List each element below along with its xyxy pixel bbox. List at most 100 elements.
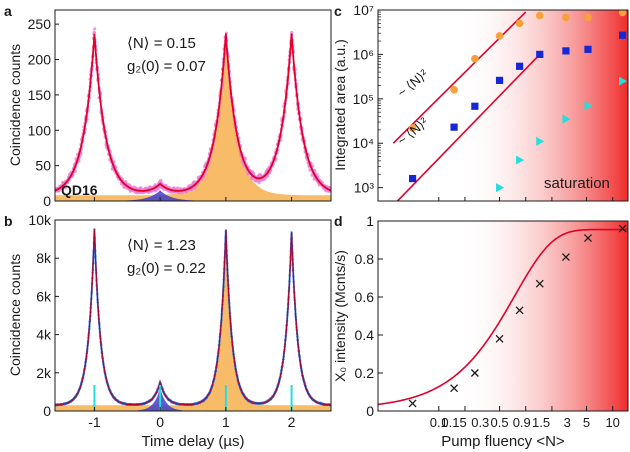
panel-a-data-point [290, 30, 294, 34]
panel-b-x-tick-label: -1 [88, 414, 101, 430]
y-axis-label-d: X₀ intensity (Mcnts/s) [332, 250, 348, 382]
panel-d-point [495, 334, 504, 343]
panel-a-y-tick-label: 250 [28, 16, 52, 32]
panel-a-y-tick-label: 50 [35, 158, 51, 174]
panel-a-data-point [193, 186, 197, 190]
y-axis-label-c: Integrated area (a.u.) [332, 39, 348, 171]
annotation-g2-a: g₂(0) = 0.07 [127, 58, 206, 75]
panel-c-point-blue [409, 174, 417, 183]
d-frame [377, 220, 629, 412]
annotation-saturation: saturation [544, 175, 610, 192]
panel-d-x-tick-label: 3 [564, 415, 571, 430]
panel-c-point-orange [535, 11, 544, 20]
panel-d-point [535, 279, 544, 288]
panel-a-y-tick-label: 0 [43, 193, 51, 209]
panel-c-point-blue [450, 123, 458, 131]
panel-c-point-cyan [584, 101, 593, 111]
panel-d-x-tick-label: 0.9 [513, 415, 531, 430]
panel-d-x-tick-label: 5 [583, 415, 590, 430]
panel-d-point [515, 306, 524, 315]
panel-c-point-blue [618, 31, 627, 39]
panel-d-x-tick-label: 1.5 [532, 415, 550, 430]
panel-c-point-orange [408, 124, 417, 132]
panel-c-point-orange [584, 13, 592, 22]
panel-a-y-tick-label: 200 [28, 52, 52, 68]
annotation-mean-photon-a: ⟨N⟩ = 0.15 [127, 35, 196, 52]
panel-d-point [618, 224, 627, 233]
panel-c-point-blue [536, 50, 544, 59]
panel-b-y-tick-label: 10k [28, 212, 52, 228]
panel-b-x-tick-label: 0 [156, 414, 164, 430]
panel-b-data [55, 228, 331, 411]
panel-d-fit-curve [378, 228, 628, 406]
panel-d-y-tick-label: 0.6 [355, 289, 375, 305]
panel-b-y-tick-label: 0 [43, 403, 51, 419]
panel-d-y-tick-label: 0.4 [355, 327, 375, 343]
panel-c-point-orange [495, 32, 504, 40]
panel-c-y-tick-label: 10⁵ [353, 91, 374, 107]
panel-a-data-point [93, 27, 97, 31]
panel-c-y-tick-label: 10⁷ [353, 2, 374, 18]
panel-c-point-cyan [496, 183, 505, 193]
annotation-fit1: ~ ⟨N⟩² [394, 66, 431, 100]
panel-a-data-point [139, 186, 143, 190]
panel-c-point-orange [562, 13, 570, 22]
panel-b-y-tick-label: 2k [36, 365, 52, 381]
panel-c-point-blue [495, 76, 504, 84]
panel-a-data-point [159, 178, 163, 182]
panel-d-point [470, 369, 479, 377]
panel-d-data [378, 224, 628, 408]
panel-a-data-point [63, 186, 68, 190]
panel-b-letter: b [4, 213, 13, 229]
panel-d-y-tick-label: 0.2 [355, 365, 375, 381]
panel-a-data-point [243, 156, 247, 161]
panel-c-point-blue [562, 47, 570, 55]
panel-a-y-tick-label: 100 [28, 122, 52, 138]
panel-d-point [408, 399, 417, 408]
annotation-qd-label: QD16 [61, 182, 98, 198]
panel-d-point [450, 384, 459, 393]
panel-c-point-cyan [562, 114, 571, 124]
x-axis-label-b: Time delay (µs) [141, 433, 244, 450]
panel-a-data-point [124, 180, 128, 184]
panel-c-point-cyan [619, 76, 628, 86]
panel-d-y-tick-label: 0.8 [355, 251, 375, 267]
panel-d-point [561, 253, 570, 262]
panel-a-data-point [154, 189, 158, 193]
panel-c-point-orange [515, 19, 524, 28]
panel-d-x-tick-label: 0.15 [441, 415, 466, 430]
panel-d-x-tick-label: 0.5 [491, 415, 509, 430]
panel-c-y-tick-label: 10³ [354, 180, 375, 196]
panel-a-y-tick-label: 150 [28, 87, 52, 103]
panel-a-data-point [156, 187, 160, 191]
panel-d-letter: d [334, 213, 343, 229]
panel-c-saturation-band [458, 10, 628, 201]
panel-c-point-orange [471, 54, 479, 63]
panel-d-saturation-band [458, 221, 628, 411]
panel-c-fit-line [396, 53, 541, 201]
panel-d-axes: 0 0.2 0.4 0.6 0.8 1 0.10.15 0.3 0.5 0.9 1.5 3 5 10 [355, 213, 629, 430]
panel-b-y-tick-label: 4k [36, 327, 52, 343]
panel-b-x-tick-label: 2 [288, 414, 296, 430]
panel-b-axes: 0 2k 4k 6k 8k 10k -1 0 1 2 [28, 212, 332, 430]
panel-c-point-orange [450, 85, 458, 94]
panel-c-y-tick-label: 10⁶ [353, 46, 374, 62]
annotation-mean-photon-b: ⟨N⟩ = 1.23 [127, 237, 196, 254]
panel-a-data-point [252, 171, 256, 175]
panel-a-data [55, 27, 331, 195]
panel-c-point-blue [471, 102, 479, 110]
panel-d-y-tick-label: 0 [366, 403, 374, 419]
panel-d-x-tick-label: 10 [605, 415, 619, 430]
panel-c-point-blue [515, 62, 524, 70]
y-axis-label-b: Coincidence counts [7, 254, 23, 376]
panel-a-data-point [328, 185, 331, 190]
a-frame [54, 9, 332, 202]
panel-d-point [584, 234, 592, 243]
panel-a-letter: a [4, 3, 12, 19]
panel-d-x-tick-label: 0.1 [430, 415, 448, 430]
panel-c-point-orange [618, 10, 627, 17]
panel-c-letter: c [334, 3, 342, 19]
panel-b-x-tick-label: 1 [222, 414, 230, 430]
panel-a-data-point [176, 186, 180, 190]
